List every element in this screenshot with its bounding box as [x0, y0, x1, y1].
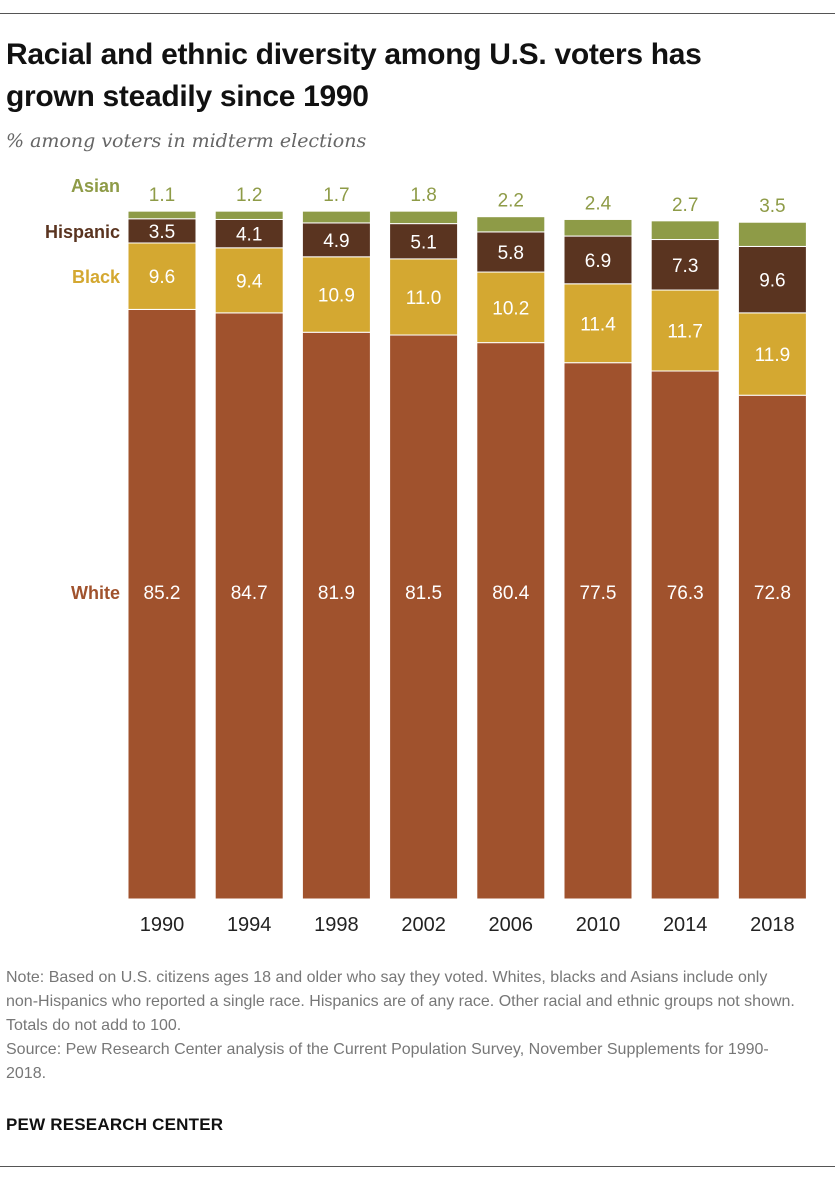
category-label: 1994 — [227, 914, 272, 936]
data-label-hispanic: 4.9 — [323, 231, 349, 252]
bar-segment-white — [650, 370, 720, 900]
category-label: 2006 — [489, 914, 534, 936]
data-label-asian: 2.2 — [498, 191, 524, 212]
data-label-black: 10.2 — [492, 298, 529, 319]
data-label-asian: 1.1 — [149, 185, 175, 206]
data-label-black: 11.9 — [755, 345, 791, 366]
chart-note-block: Note: Based on U.S. citizens ages 18 and… — [6, 966, 796, 1086]
bar-segment-black — [389, 258, 459, 336]
category-label: 1998 — [314, 914, 359, 936]
data-label-asian: 3.5 — [759, 196, 785, 217]
data-label-hispanic: 5.8 — [498, 243, 524, 264]
bar-segment-asian — [389, 210, 459, 225]
data-label-asian: 1.7 — [323, 185, 349, 206]
data-label-white: 80.4 — [492, 583, 529, 604]
data-label-hispanic: 4.1 — [236, 225, 262, 246]
bar-segment-hispanic — [563, 235, 633, 285]
data-label-hispanic: 3.5 — [149, 222, 175, 243]
data-label-black: 11.0 — [406, 288, 442, 309]
data-label-asian: 1.2 — [236, 185, 262, 206]
stacked-bar-chart: 85.2 9.6 3.5 1.1 1990 84.7 9.4 4.1 1.2 1994 81.9 10… — [45, 176, 807, 936]
category-label: 1990 — [140, 914, 185, 936]
bar-segment-black — [650, 289, 720, 372]
category-label: 2014 — [663, 914, 708, 936]
data-label-asian: 1.8 — [410, 185, 436, 206]
data-label-white: 81.9 — [318, 583, 355, 604]
data-label-white: 72.8 — [754, 583, 791, 604]
bar-segment-hispanic — [214, 218, 284, 249]
bar-segment-black — [737, 312, 807, 396]
data-label-black: 11.4 — [580, 314, 616, 335]
bar-segment-white — [127, 308, 197, 900]
category-label: 2002 — [401, 914, 446, 936]
data-label-hispanic: 9.6 — [759, 271, 785, 292]
bar-segment-black — [301, 256, 371, 333]
data-label-asian: 2.7 — [672, 195, 698, 216]
data-label-black: 9.4 — [236, 271, 263, 292]
bar-segment-hispanic — [127, 218, 197, 244]
brand-label: PEW RESEARCH CENTER — [6, 1115, 224, 1134]
bottom-rule — [0, 1166, 835, 1167]
bar-segment-hispanic — [389, 223, 459, 260]
bar-segment-black — [476, 271, 546, 344]
chart-title: Racial and ethnic diversity among U.S. v… — [6, 38, 702, 113]
data-label-white: 84.7 — [231, 583, 268, 604]
bar-segment-black — [563, 283, 633, 364]
bar-segment-asian — [476, 216, 546, 233]
bar-segment-asian — [650, 220, 720, 241]
bar-segment-hispanic — [737, 245, 807, 314]
bar-segment-hispanic — [301, 222, 371, 258]
category-label: 2018 — [750, 914, 795, 936]
bar-segment-asian — [737, 221, 807, 247]
data-label-white: 85.2 — [144, 583, 181, 604]
data-label-black: 10.9 — [318, 286, 355, 307]
bar-segment-white — [563, 362, 633, 900]
category-label: 2010 — [576, 914, 621, 936]
bar-segment-white — [737, 394, 807, 900]
bar-segment-asian — [563, 218, 633, 237]
legend-label-hispanic: Hispanic — [45, 222, 120, 242]
chart-subtitle: % among voters in midterm elections — [6, 130, 367, 152]
bar-segment-asian — [214, 210, 284, 220]
data-label-white: 81.5 — [405, 583, 442, 604]
bar-segment-white — [389, 334, 459, 900]
chart-note: Note: Based on U.S. citizens ages 18 and… — [6, 969, 795, 1034]
data-label-black: 11.7 — [667, 322, 703, 343]
chart-source: Source: Pew Research Center analysis of … — [6, 1041, 769, 1082]
bar-segment-white — [301, 331, 371, 900]
data-label-hispanic: 5.1 — [410, 232, 436, 253]
bar-segment-asian — [301, 210, 371, 224]
legend-label-black: Black — [72, 267, 121, 287]
legend-label-asian: Asian — [71, 176, 120, 196]
bar-segment-white — [476, 342, 546, 900]
bar-segment-hispanic — [476, 231, 546, 273]
data-label-black: 9.6 — [149, 267, 175, 288]
legend-label-white: White — [71, 583, 120, 603]
bar-segment-black — [127, 242, 197, 310]
data-label-hispanic: 6.9 — [585, 251, 611, 272]
bar-segment-asian — [127, 210, 197, 220]
data-label-white: 76.3 — [667, 583, 704, 604]
data-label-white: 77.5 — [580, 583, 617, 604]
data-label-asian: 2.4 — [585, 193, 612, 214]
data-label-hispanic: 7.3 — [672, 256, 698, 277]
bar-segment-white — [214, 312, 284, 900]
top-rule — [0, 13, 835, 14]
